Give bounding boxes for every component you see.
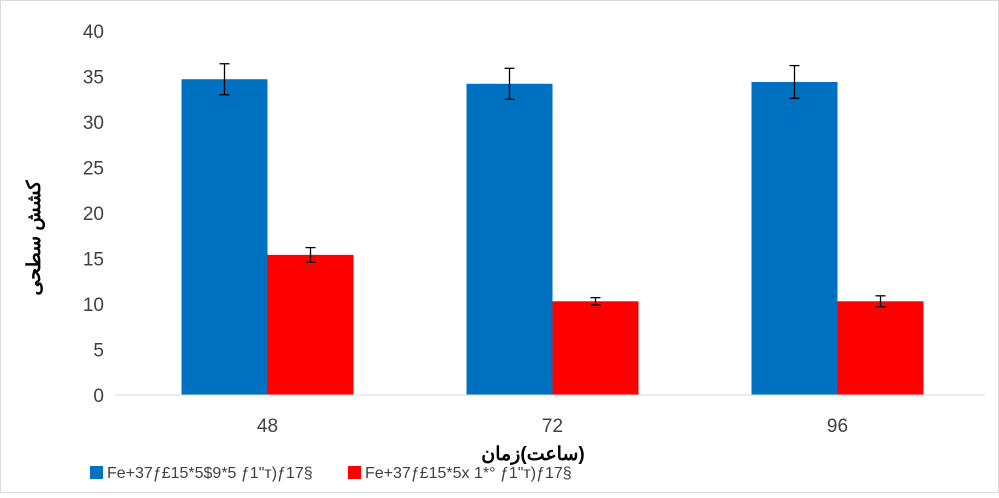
y-tick-label: 5	[93, 341, 104, 362]
y-tick-label: 40	[83, 22, 104, 43]
x-tick-label: 48	[257, 416, 278, 437]
x-tick-label: 72	[542, 416, 563, 437]
y-axis-ticks: 0 5 10 15 20 25 30 35 40	[83, 22, 104, 407]
y-tick-label: 25	[83, 159, 104, 180]
bar-2-96	[837, 301, 924, 395]
y-tick-label: 30	[83, 113, 104, 134]
y-tick-label: 15	[83, 250, 104, 271]
y-tick-label: 35	[83, 68, 104, 89]
bar-1-72	[466, 83, 553, 395]
bar-2-72	[552, 301, 639, 395]
x-axis-ticks: 48 72 96	[257, 416, 848, 437]
legend-swatch-2	[348, 466, 361, 479]
x-tick-label: 96	[827, 416, 848, 437]
legend-label-2: Fe+37ƒ£15*5x 1*° ƒ1"т)ƒ17§	[365, 465, 572, 482]
x-axis-label: ساعت)زمان)	[481, 444, 584, 465]
error-bars-group	[219, 63, 886, 308]
bar-1-48	[181, 79, 268, 395]
y-axis-label: كشش سطحی	[24, 179, 45, 295]
legend-swatch-1	[90, 466, 103, 479]
y-tick-label: 10	[83, 295, 104, 316]
legend: Fe+37ƒ£15*5$9*5 ƒ1"т)ƒ17§ Fe+37ƒ£15*5x 1*…	[90, 465, 572, 482]
bars-group	[181, 79, 924, 396]
bar-1-96	[751, 81, 838, 396]
legend-label-1: Fe+37ƒ£15*5$9*5 ƒ1"т)ƒ17§	[107, 465, 313, 482]
y-tick-label: 0	[93, 386, 104, 407]
y-tick-label: 20	[83, 204, 104, 225]
bar-2-48	[267, 254, 354, 395]
